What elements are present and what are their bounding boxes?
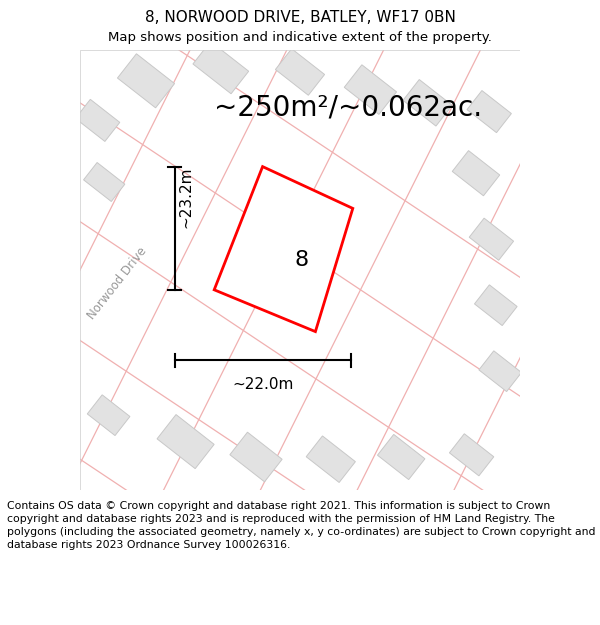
Polygon shape [83,162,125,201]
Polygon shape [377,434,425,479]
Text: Contains OS data © Crown copyright and database right 2021. This information is : Contains OS data © Crown copyright and d… [7,501,596,551]
Polygon shape [230,432,282,482]
Polygon shape [479,351,521,392]
Polygon shape [193,41,248,94]
Text: Norwood Drive: Norwood Drive [85,244,149,322]
Polygon shape [76,99,120,141]
Polygon shape [475,285,517,326]
Polygon shape [214,167,353,332]
Polygon shape [452,151,500,196]
Polygon shape [469,218,514,260]
Polygon shape [157,414,214,469]
Text: ~22.0m: ~22.0m [232,377,293,392]
Text: 8: 8 [295,250,309,270]
Text: ~250m²/~0.062ac.: ~250m²/~0.062ac. [214,93,482,121]
Text: ~23.2m: ~23.2m [178,167,193,228]
Polygon shape [344,65,397,114]
Polygon shape [403,79,452,126]
Polygon shape [449,434,494,476]
Text: Map shows position and indicative extent of the property.: Map shows position and indicative extent… [108,31,492,44]
Polygon shape [118,54,175,108]
Polygon shape [275,49,325,95]
Polygon shape [467,91,511,132]
Polygon shape [87,395,130,436]
Polygon shape [306,436,355,482]
Text: 8, NORWOOD DRIVE, BATLEY, WF17 0BN: 8, NORWOOD DRIVE, BATLEY, WF17 0BN [145,10,455,25]
